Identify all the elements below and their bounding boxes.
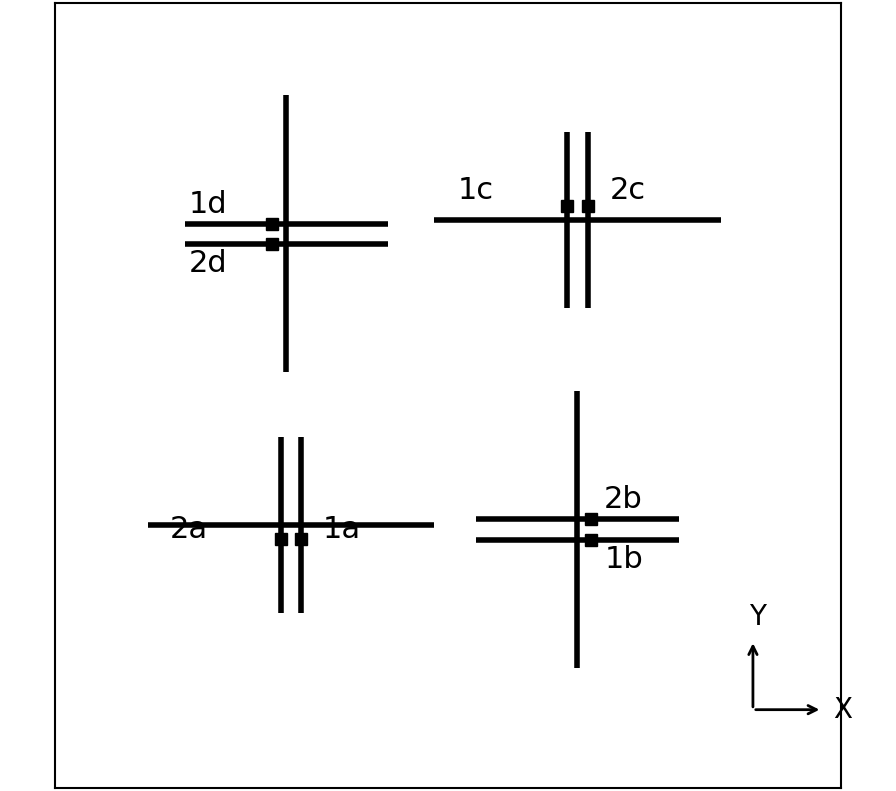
Text: X: X [833, 695, 852, 724]
Text: 2a: 2a [170, 515, 209, 544]
Text: 1c: 1c [458, 176, 494, 205]
Text: 2d: 2d [188, 249, 227, 278]
Text: 2b: 2b [604, 486, 643, 514]
Text: 2c: 2c [610, 176, 646, 205]
Text: 1d: 1d [188, 190, 227, 219]
Text: Y: Y [749, 603, 766, 631]
Text: 1a: 1a [323, 515, 361, 544]
Text: 1b: 1b [604, 544, 643, 573]
